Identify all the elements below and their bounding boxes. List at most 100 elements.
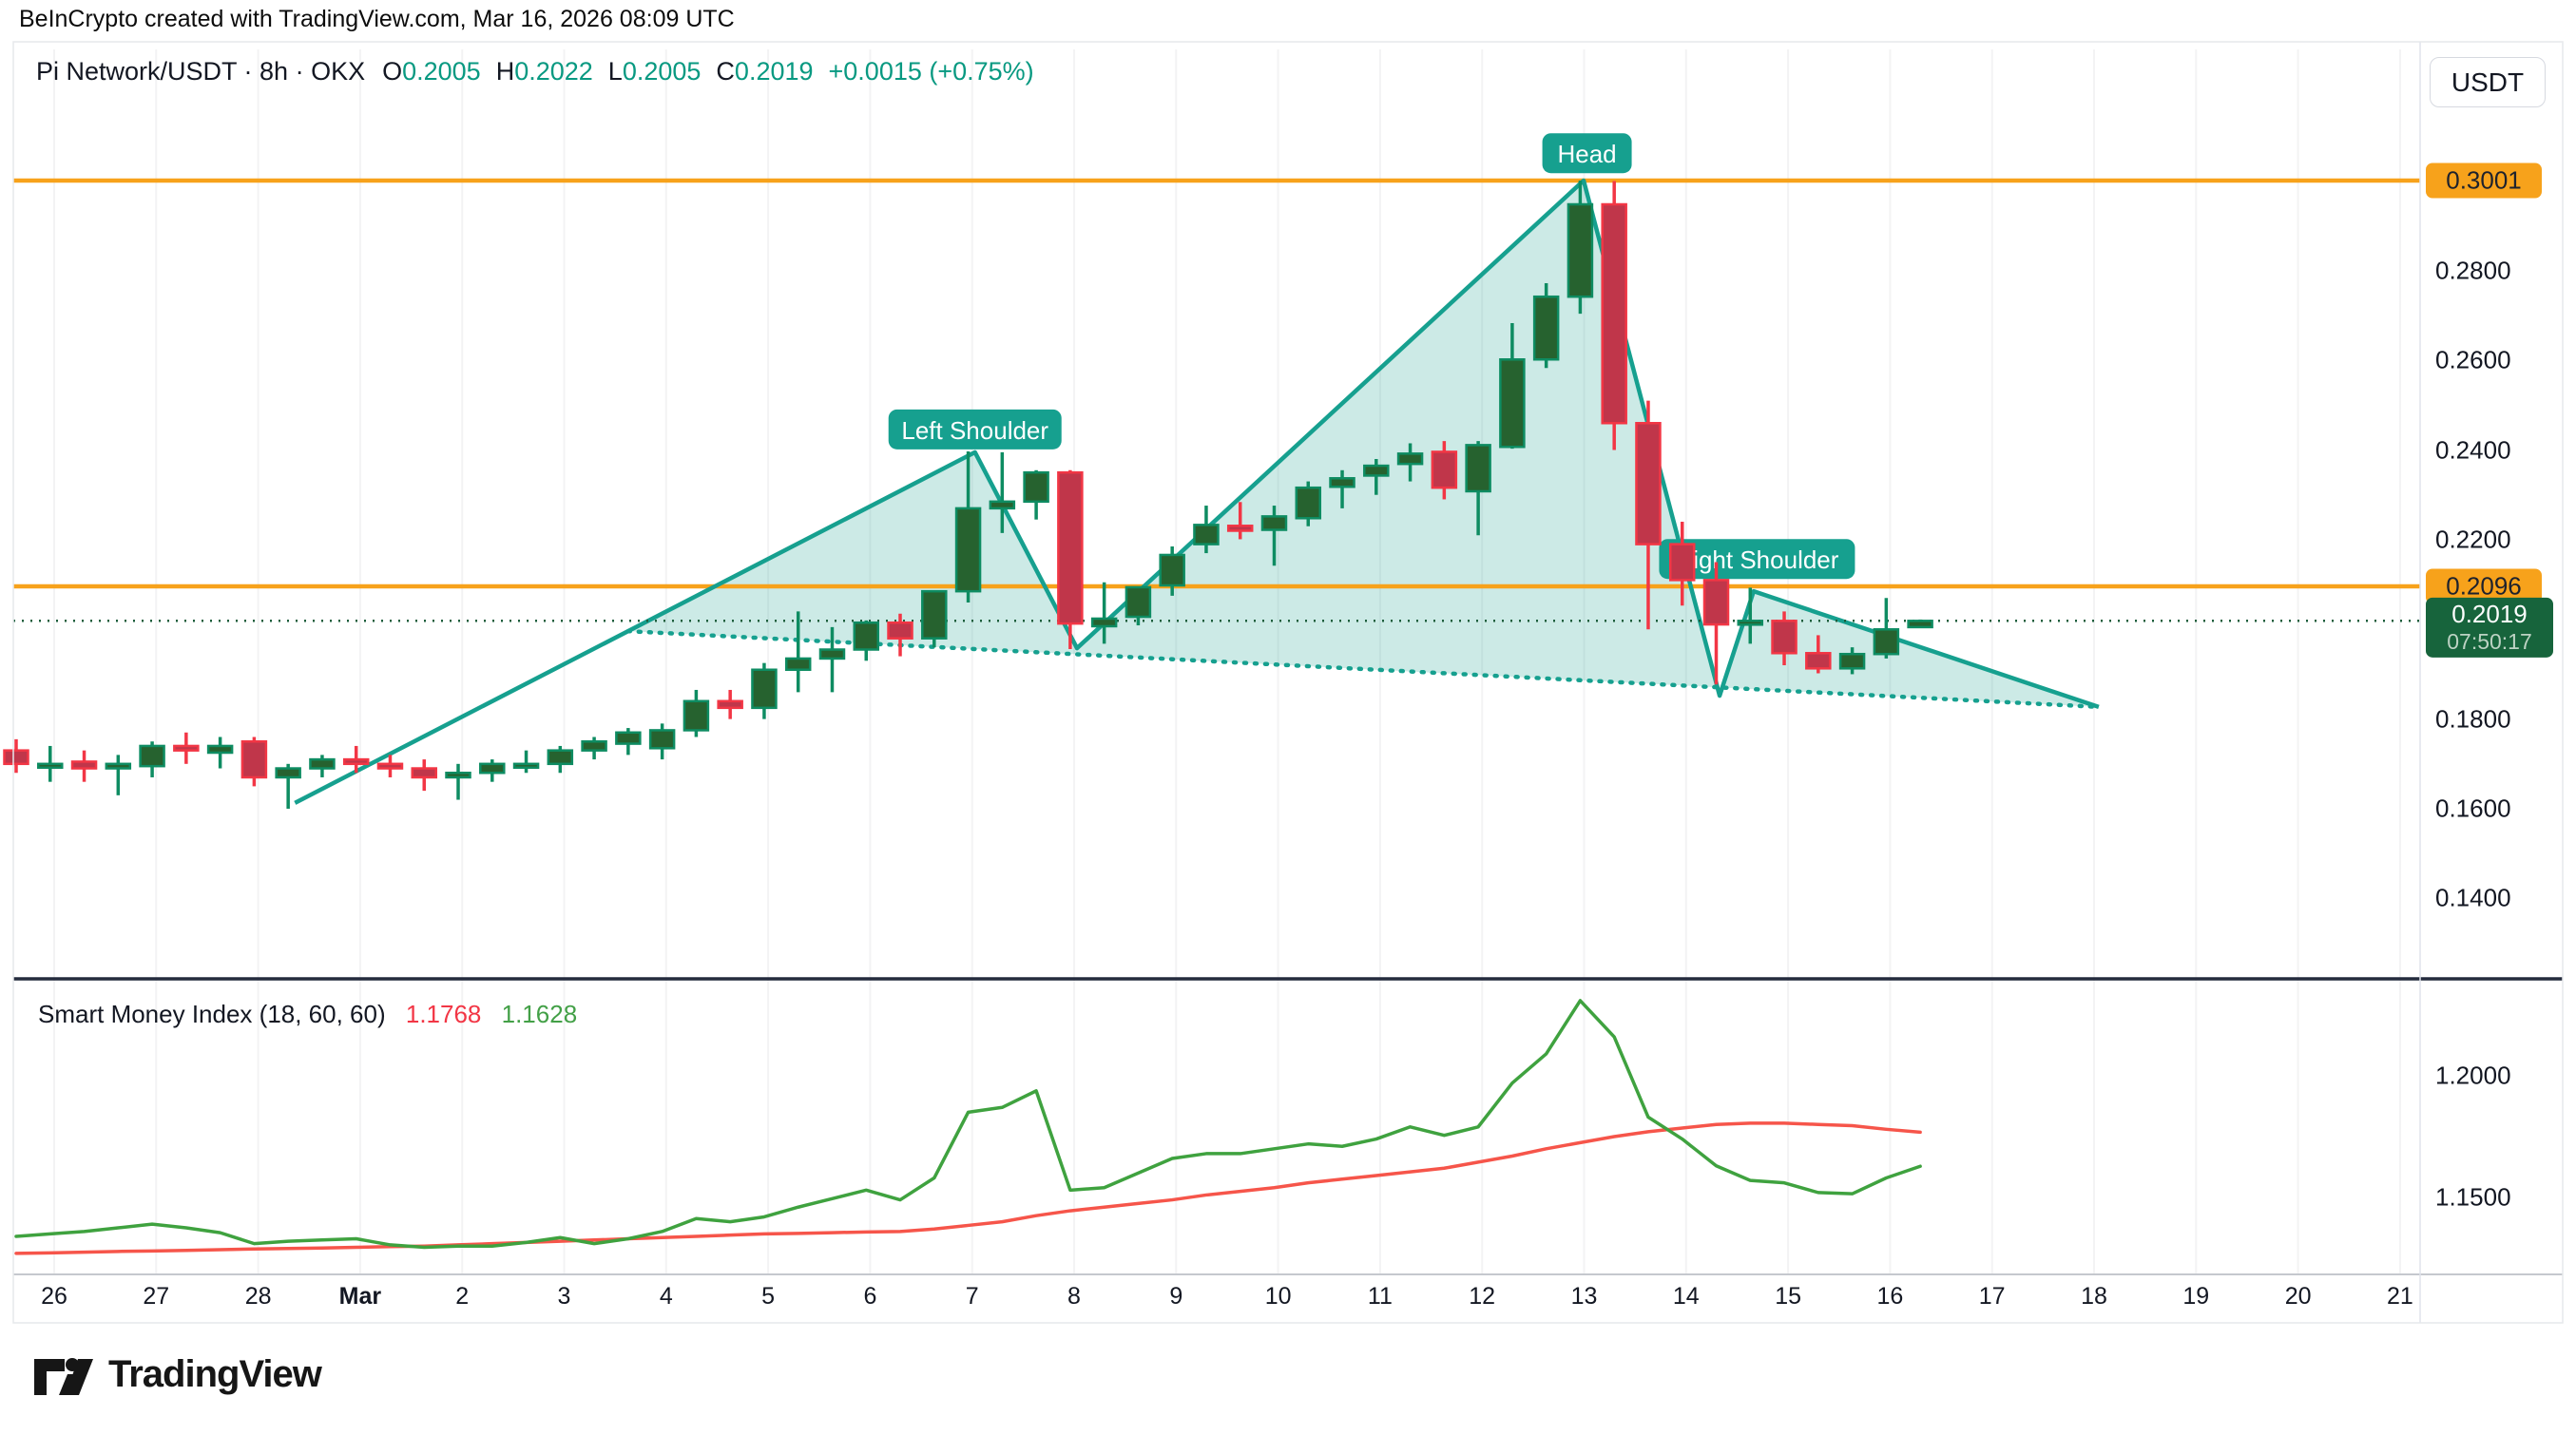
time-label: 4	[659, 1283, 673, 1310]
pattern-outline	[294, 178, 2100, 805]
countdown-timer: 07:50:17	[2447, 629, 2532, 655]
candle-body	[1125, 585, 1152, 619]
candle-body	[717, 699, 743, 710]
candle-body	[1567, 202, 1594, 298]
candle-body	[1295, 486, 1322, 520]
candle-body	[1702, 579, 1730, 626]
tradingview-logo[interactable]: TradingView	[32, 1351, 322, 1397]
ohlc-open: O0.2005	[382, 57, 481, 86]
indicator-tick: 1.1500	[2435, 1182, 2511, 1212]
pattern-label-text: Right Shoulder	[1675, 545, 1838, 574]
candle-body	[1159, 553, 1185, 587]
currency-button[interactable]: USDT	[2430, 57, 2546, 107]
pattern-fill	[295, 181, 2099, 803]
symbol-legend: Pi Network/USDT · 8h · OKX O0.2005 H0.2022…	[36, 57, 1034, 86]
time-label: 19	[2182, 1283, 2210, 1310]
time-label: 15	[1775, 1283, 1801, 1310]
price-tick: 0.2200	[2435, 525, 2511, 554]
candle-body	[887, 621, 913, 640]
time-label: 14	[1672, 1283, 1700, 1310]
indicator-legend: Smart Money Index (18, 60, 60) 1.1768 1.…	[38, 1000, 577, 1029]
tradingview-logo-text: TradingView	[108, 1352, 322, 1395]
candle-body	[70, 760, 98, 770]
candle-body	[853, 621, 879, 651]
time-label: 10	[1264, 1283, 1292, 1310]
candle-body	[376, 762, 404, 770]
indicator-title: Smart Money Index (18, 60, 60)	[38, 1000, 386, 1028]
time-label: 6	[863, 1283, 877, 1310]
symbol-title: Pi Network/USDT · 8h · OKX	[36, 57, 366, 86]
widget-border	[12, 41, 2564, 1324]
change-value: +0.0015 (+0.75%)	[828, 57, 1034, 86]
attribution-text: BeInCrypto created with TradingView.com,…	[19, 6, 735, 32]
indicator-value-green: 1.1628	[501, 1000, 578, 1028]
time-label: 17	[1978, 1283, 2006, 1310]
time-label: 16	[1876, 1283, 1904, 1310]
candle-body	[37, 762, 64, 770]
ohlc-close: C0.2019	[716, 57, 814, 86]
candle-body	[1363, 464, 1390, 477]
candle-body	[1873, 628, 1900, 656]
price-tick: 0.1400	[2435, 883, 2511, 912]
candle-body	[1499, 357, 1526, 449]
candle-body	[1805, 652, 1832, 670]
time-label: 2	[455, 1283, 470, 1310]
candle-body	[139, 744, 165, 768]
time-label: 8	[1067, 1283, 1081, 1310]
ohlc-high: H0.2022	[495, 57, 593, 86]
candle-body	[954, 507, 982, 593]
candle-body	[1907, 620, 1933, 629]
candle-body	[682, 699, 710, 732]
indicator-tick: 1.2000	[2435, 1061, 2511, 1090]
time-label: 11	[1367, 1283, 1393, 1310]
candle-body	[240, 739, 268, 779]
candle-body	[1226, 525, 1254, 532]
pattern-label-badge	[1542, 133, 1632, 174]
time-label: 26	[41, 1283, 67, 1310]
time-label: Mar	[338, 1283, 382, 1310]
candle-body	[989, 500, 1016, 510]
candle-body	[1668, 543, 1696, 582]
price-tick: 0.1800	[2435, 704, 2511, 734]
candle-body	[1431, 450, 1458, 489]
price-tick: 0.1600	[2435, 794, 2511, 823]
candle-body	[581, 739, 607, 752]
time-label: 21	[2386, 1283, 2413, 1310]
candle-body	[921, 589, 948, 640]
price-tick: 0.2800	[2435, 256, 2511, 285]
pattern-label-badge	[1659, 539, 1855, 580]
candle-body	[1601, 202, 1627, 425]
indicator-value-red: 1.1768	[405, 1000, 482, 1028]
candle-body	[275, 767, 301, 779]
time-label: 7	[965, 1283, 979, 1310]
time-label: 20	[2284, 1283, 2312, 1310]
last-price-badge: 0.2019 07:50:17	[2426, 598, 2553, 658]
candle-body	[1193, 524, 1220, 545]
candle-body	[1771, 620, 1797, 655]
candle-body	[751, 668, 778, 710]
candle-body	[1396, 452, 1424, 466]
ohlc-low: L0.2005	[607, 57, 702, 86]
time-label: 12	[1469, 1283, 1496, 1310]
candle-body	[1838, 652, 1866, 670]
candle-body	[1532, 295, 1560, 361]
candle-body	[1329, 477, 1355, 488]
candle-body	[1260, 515, 1288, 531]
candle-body	[818, 648, 846, 660]
candle-body	[206, 744, 234, 755]
time-label: 18	[2081, 1283, 2107, 1310]
candle-body	[547, 749, 574, 766]
pattern-neckline	[625, 628, 2102, 710]
candle-body	[479, 762, 506, 775]
candle-body	[173, 744, 200, 752]
time-label: 27	[143, 1283, 170, 1310]
candle-body	[1090, 617, 1118, 628]
candle-body	[105, 762, 132, 770]
candle-body	[1057, 470, 1084, 625]
resistance-price-badge: 0.3001	[2426, 163, 2542, 199]
candle-body	[3, 749, 29, 766]
candle-body	[615, 731, 642, 745]
price-tick: 0.2400	[2435, 435, 2511, 465]
